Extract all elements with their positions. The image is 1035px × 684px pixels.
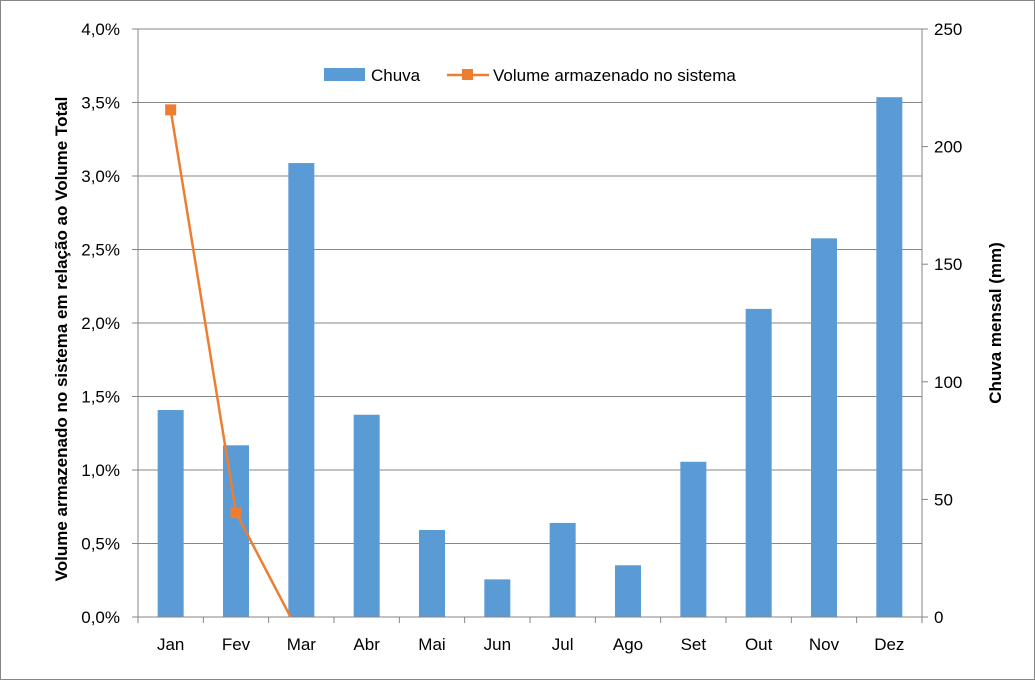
line-series-volume xyxy=(165,104,292,617)
bar-jan xyxy=(157,410,184,617)
x-tick-label: Set xyxy=(681,635,707,654)
left-tick-label: 0,5% xyxy=(81,535,120,554)
x-tick-label: Mar xyxy=(287,635,317,654)
left-tick-label: 1,0% xyxy=(81,461,120,480)
x-tick-label: Dez xyxy=(874,635,904,654)
left-axis-ticks: 0,0% 0,5% 1,0% 1,5% 2,0% 2,5% 3,0% 3,5% 4,0% xyxy=(81,20,120,627)
legend-swatch-volume-marker xyxy=(462,69,473,80)
left-tick-label: 0,0% xyxy=(81,608,120,627)
legend-swatch-chuva xyxy=(324,68,365,81)
right-tick-label: 250 xyxy=(934,20,962,39)
x-tick-label: Mai xyxy=(418,635,445,654)
bar-dez xyxy=(876,97,903,617)
right-axis-ticks: 0 50 100 150 200 250 xyxy=(934,20,962,627)
left-tick-label: 3,0% xyxy=(81,167,120,186)
right-tick-label: 100 xyxy=(934,373,962,392)
x-tick-label: Out xyxy=(745,635,773,654)
axes xyxy=(132,28,928,623)
x-axis-ticks: Jan Fev Mar Abr Mai Jun Jul Ago Set Out Nov Dez xyxy=(157,635,904,654)
x-tick-label: Jun xyxy=(484,635,511,654)
volume-marker-jan xyxy=(165,104,177,116)
x-tick-label: Fev xyxy=(222,635,251,654)
bar-ago xyxy=(615,565,641,617)
x-tick-label: Jan xyxy=(157,635,184,654)
x-tick-label: Nov xyxy=(809,635,840,654)
legend-label-chuva: Chuva xyxy=(371,66,421,85)
bar-jul xyxy=(549,522,576,617)
volume-marker-fev xyxy=(230,507,242,519)
legend: Chuva Volume armazenado no sistema xyxy=(324,66,736,85)
right-tick-label: 0 xyxy=(934,608,943,627)
bar-mai xyxy=(419,529,445,617)
gridlines xyxy=(138,28,922,544)
left-tick-label: 2,5% xyxy=(81,241,120,260)
bar-series-chuva xyxy=(157,97,903,617)
x-tick-label: Abr xyxy=(353,635,380,654)
left-tick-label: 2,0% xyxy=(81,314,120,333)
bar-set xyxy=(680,461,707,617)
left-axis-title: Volume armazenado no sistema em relação … xyxy=(52,97,71,582)
right-tick-label: 200 xyxy=(934,138,962,157)
bar-nov xyxy=(811,238,837,617)
right-axis-title: Chuva mensal (mm) xyxy=(986,242,1005,404)
bar-abr xyxy=(353,414,380,617)
left-tick-label: 3,5% xyxy=(81,94,120,113)
right-tick-label: 50 xyxy=(934,490,953,509)
x-tick-label: Jul xyxy=(552,635,574,654)
bar-jun xyxy=(484,579,511,617)
left-tick-label: 4,0% xyxy=(81,20,120,39)
right-tick-label: 150 xyxy=(934,255,962,274)
left-tick-label: 1,5% xyxy=(81,388,120,407)
legend-label-volume: Volume armazenado no sistema xyxy=(493,66,736,85)
bar-out xyxy=(745,308,772,617)
x-tick-label: Ago xyxy=(613,635,643,654)
bar-mar xyxy=(288,163,315,617)
